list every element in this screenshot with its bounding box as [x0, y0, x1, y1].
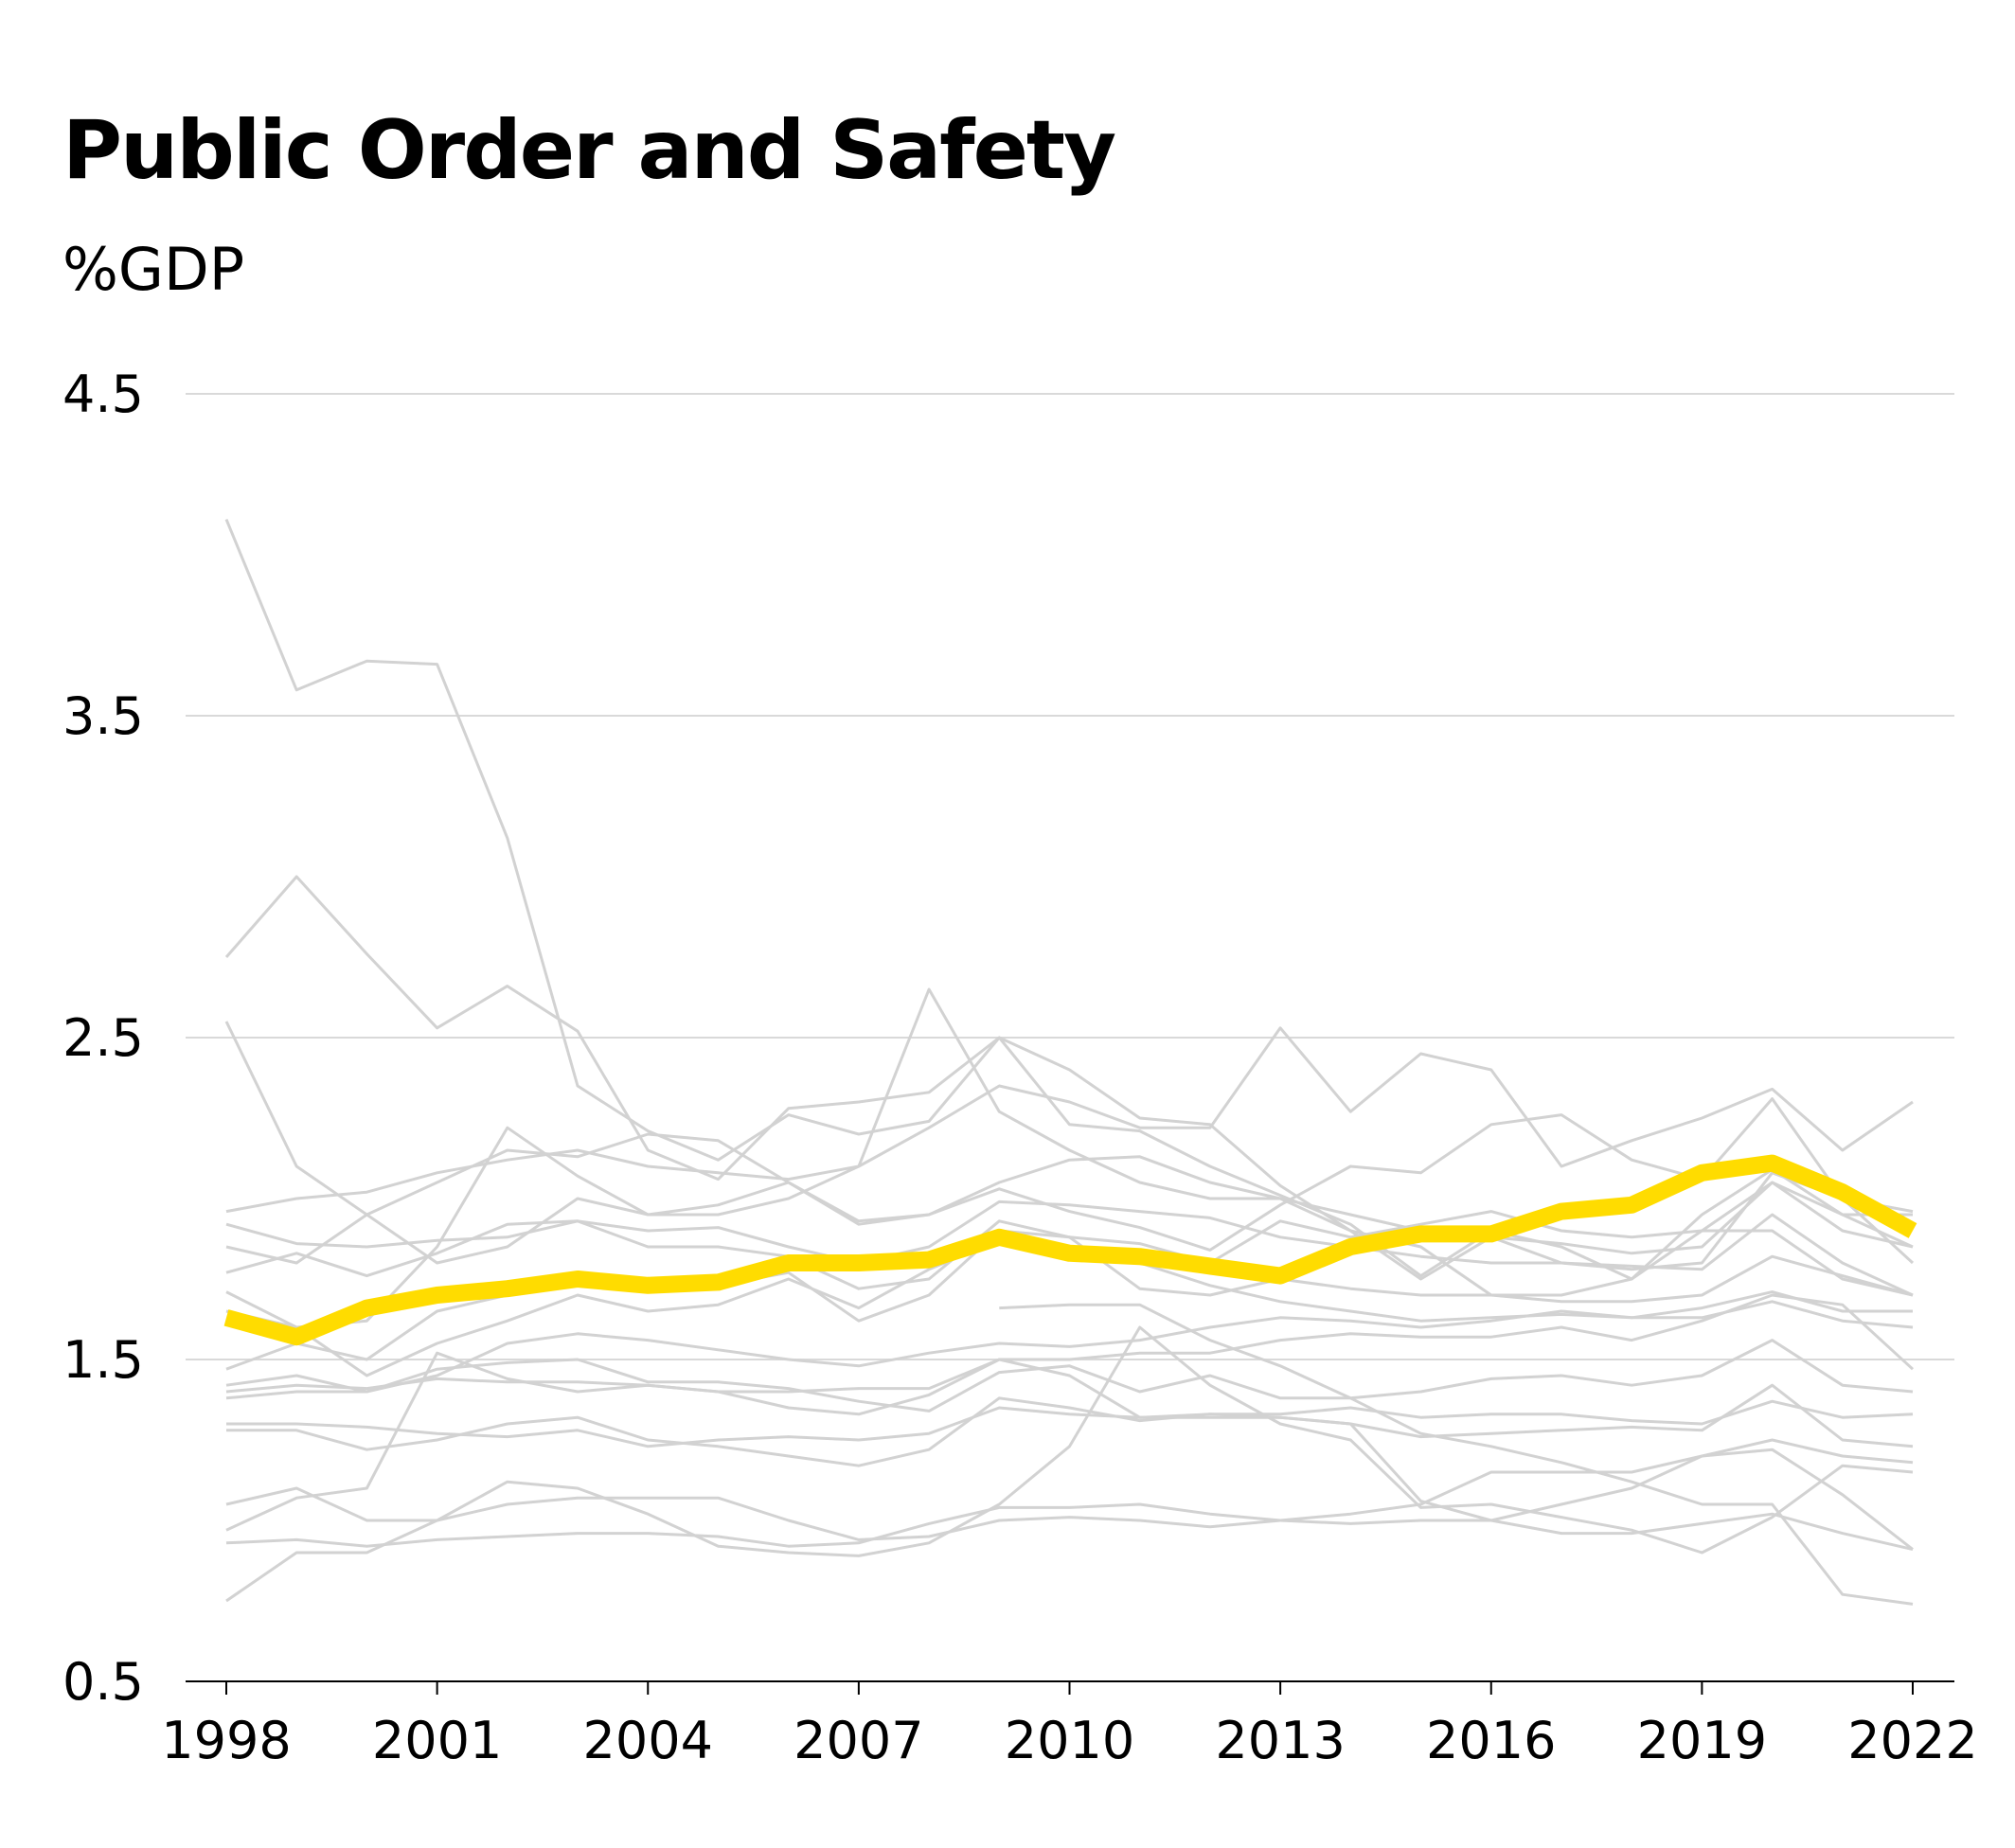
context-series-line [226, 1383, 1914, 1448]
context-series-line [225, 1293, 1915, 1394]
context-series-line [226, 1396, 1914, 1467]
context-series-line [224, 987, 1914, 1297]
x-tick-label: 1998 [161, 1711, 291, 1770]
chart-subtitle: %GDP [62, 235, 245, 304]
gridlines [186, 393, 1954, 1360]
chart-title: Public Order and Safety [62, 103, 1116, 198]
x-tick-label: 2022 [1847, 1711, 1977, 1770]
context-series-line [225, 1026, 1914, 1214]
context-series [224, 519, 1915, 1606]
context-series-line [224, 875, 1913, 1281]
x-tick-label: 2010 [1005, 1711, 1134, 1770]
context-series-line [225, 1351, 1914, 1532]
x-axis: 1998 2001 2004 2007 2010 2013 2016 2019 2022 [161, 1680, 1978, 1770]
context-series-line [225, 1097, 1914, 1329]
highlight-series-line [223, 1154, 1917, 1346]
highlight-series [223, 1154, 1917, 1346]
context-series-line [225, 1300, 1914, 1394]
context-series-line [225, 1199, 1914, 1297]
context-series-line [224, 519, 1915, 1281]
x-tick-label: 2016 [1426, 1711, 1556, 1770]
x-tick-label: 2013 [1215, 1711, 1345, 1770]
context-series-line [225, 1325, 1914, 1557]
y-tick-label: 0.5 [62, 1652, 144, 1712]
x-tick-label: 2019 [1637, 1711, 1767, 1770]
y-axis-ticks: 0.5 1.5 2.5 3.5 4.5 [62, 364, 144, 1712]
context-series-line [225, 1448, 1914, 1603]
x-tick-label: 2007 [794, 1711, 923, 1770]
y-tick-label: 1.5 [62, 1330, 144, 1390]
y-tick-label: 3.5 [62, 686, 144, 746]
context-series-line [999, 1303, 1914, 1606]
context-series-line [225, 1339, 1914, 1413]
y-tick-label: 2.5 [62, 1008, 144, 1068]
y-tick-label: 4.5 [62, 364, 144, 424]
context-series-line [225, 1502, 1914, 1552]
x-tick-label: 2001 [372, 1711, 502, 1770]
x-tick-label: 2004 [583, 1711, 713, 1770]
context-series-line [225, 1132, 1914, 1265]
